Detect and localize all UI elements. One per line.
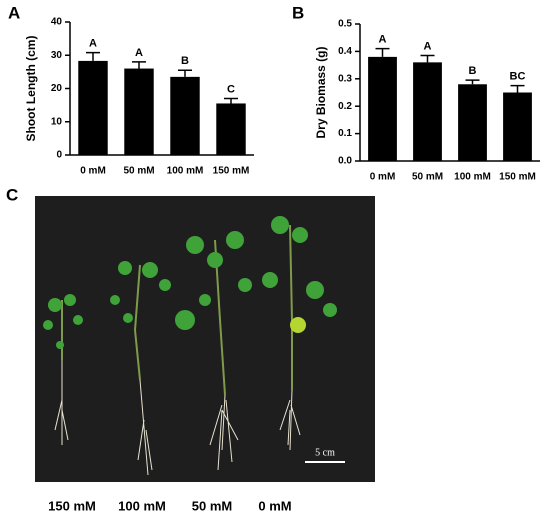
bar: [170, 76, 200, 155]
y-tick-label: 0.5: [338, 19, 352, 30]
y-tick-label: 20: [51, 83, 63, 94]
y-tick-label: 40: [51, 17, 63, 28]
y-tick-label: 0.2: [338, 101, 352, 112]
x-tick-label: 50 mM: [123, 166, 154, 177]
bar: [458, 84, 487, 161]
significance-letter: B: [469, 65, 477, 77]
x-tick-label: 100 mM: [454, 172, 491, 183]
x-tick-label: 150 mM: [499, 172, 536, 183]
photo-label: 50 mM: [192, 498, 232, 513]
photo-background: [35, 196, 375, 482]
error-bar: [86, 51, 100, 61]
photo-label: 150 mM: [48, 498, 96, 513]
scale-bar-label: 5 cm: [315, 447, 335, 458]
significance-letter: A: [379, 34, 387, 46]
panel-label: C: [6, 185, 18, 204]
x-tick-label: 0 mM: [80, 166, 106, 177]
bar: [78, 60, 108, 156]
error-bar: [420, 54, 435, 63]
significance-letter: A: [89, 37, 97, 49]
x-tick-label: 50 mM: [412, 172, 443, 183]
significance-letter: BC: [510, 71, 526, 83]
bar: [216, 103, 246, 155]
significance-letter: A: [424, 40, 432, 52]
error-bar: [465, 79, 480, 85]
leaves: [43, 216, 337, 349]
y-tick-label: 0.1: [338, 128, 352, 139]
y-tick-label: 0.0: [338, 156, 352, 167]
significance-letter: C: [227, 83, 235, 95]
bar: [413, 62, 442, 161]
panel-label: A: [8, 3, 20, 22]
photo: 5 cm: [35, 196, 375, 482]
error-bar: [510, 84, 525, 93]
x-tick-label: 100 mM: [167, 166, 204, 177]
x-tick-label: 150 mM: [213, 166, 250, 177]
panel-label: B: [292, 3, 304, 22]
significance-letter: A: [135, 47, 143, 59]
roots: [54, 360, 301, 476]
x-tick-label: 0 mM: [370, 172, 396, 183]
error-bar: [224, 97, 238, 104]
error-bar: [375, 47, 390, 57]
error-bar: [132, 61, 146, 69]
significance-letter: B: [181, 55, 189, 67]
error-bar: [178, 69, 192, 77]
y-tick-label: 10: [51, 116, 63, 127]
bar: [124, 68, 154, 155]
photo-label: 0 mM: [258, 498, 291, 513]
photo-label: 100 mM: [118, 498, 166, 513]
y-tick-label: 0.4: [338, 46, 352, 57]
y-axis-label: Shoot Length (cm): [24, 36, 38, 142]
bar: [368, 56, 397, 161]
y-axis-label: Dry Biomass (g): [314, 46, 328, 138]
y-tick-label: 0: [56, 150, 62, 161]
y-tick-label: 0.3: [338, 73, 352, 84]
bar: [503, 92, 532, 161]
y-tick-label: 30: [51, 50, 63, 61]
